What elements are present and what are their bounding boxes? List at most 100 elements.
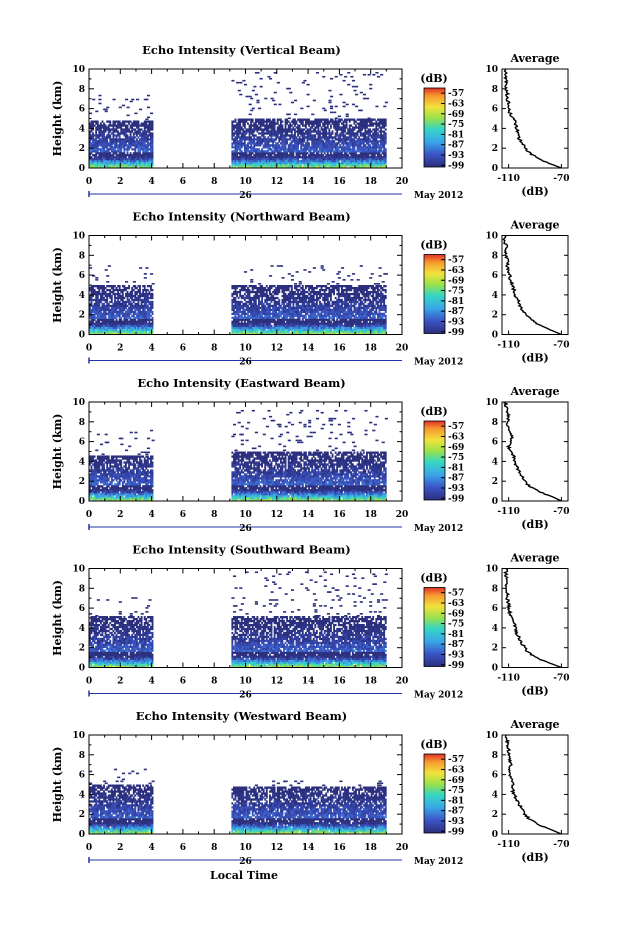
heatmap-cell [320,118,323,121]
heatmap-cell [90,158,93,161]
heatmap-cell [237,136,240,139]
heatmap-cell [112,304,115,308]
heatmap-cell [320,154,323,157]
heatmap-cell [134,290,137,294]
heatmap-cell [281,306,284,310]
heatmap-cell [140,144,143,147]
heatmap-cell [239,292,242,296]
heatmap-cell [317,142,320,145]
heatmap-cell [267,294,270,298]
heatmap-cell [359,126,362,129]
heatmap-cell [261,328,264,331]
heatmap-cell [272,152,274,155]
heatmap-cell [301,148,304,151]
heatmap-cell [243,150,246,153]
heatmap-cell [311,144,314,147]
heatmap-cell [262,136,265,139]
heatmap-cell [337,158,340,161]
heatmap-cell [287,87,291,90]
heatmap-cell [143,308,146,312]
heatmap-cell [361,122,364,125]
heatmap-cell [262,120,265,123]
heatmap-cell [353,152,356,155]
colorbar-unit: (dB) [420,72,447,85]
heatmap-cell [270,292,273,296]
heatmap-cell [145,310,148,314]
heatmap-cell [106,164,109,167]
heatmap-cell [245,158,248,161]
heatmap-cell [367,124,370,127]
heatmap-cell [90,308,93,312]
heatmap-cell [369,146,371,149]
heatmap-cell [267,136,270,139]
heatmap-cell [104,108,108,111]
heatmap-cell [356,150,359,153]
heatmap-cell [112,122,115,125]
heatmap-cell [236,122,238,125]
heatmap-cell [326,122,329,125]
heatmap-cell [330,95,334,98]
heatmap-cell [247,150,249,153]
heatmap-cell [300,162,303,165]
heatmap-cell [240,312,243,315]
heatmap-cell [231,150,234,153]
heatmap-cell [99,285,102,288]
heatmap-cell [312,142,315,145]
heatmap-cell [317,136,320,139]
heatmap-cell [118,288,121,292]
heatmap-cell [126,298,129,302]
heatmap-cell [251,326,254,329]
heatmap-cell [243,146,246,149]
heatmap-cell [118,286,121,290]
heatmap-cell [151,322,154,325]
heatmap-cell [96,316,99,319]
heatmap-cell [306,158,309,161]
heatmap-cell [248,324,251,327]
heatmap-cell [115,292,118,296]
heatmap-cell [376,144,379,147]
heatmap-cell [232,160,235,163]
heatmap-cell [334,162,337,165]
heatmap-cell [361,142,364,145]
heatmap-cell [284,156,287,159]
heatmap-cell [289,142,292,145]
heatmap-cell [99,152,102,155]
heatmap-cell [98,330,101,333]
heatmap-cell [135,314,138,317]
heatmap-cell [289,308,292,312]
heatmap-cell [240,316,243,319]
heatmap-cell [107,308,110,312]
heatmap-cell [381,166,384,169]
heatmap-cell [261,132,264,135]
heatmap-cell [253,144,256,147]
heatmap-cell [231,316,234,319]
heatmap-cell [248,294,251,298]
heatmap-cell [320,160,323,163]
heatmap-cell [106,304,109,308]
heatmap-cell [362,138,365,141]
heatmap-cell [123,122,126,125]
heatmap-cell [104,326,107,329]
heatmap-cell [95,312,98,315]
heatmap-cell [101,144,104,147]
heatmap-cell [361,132,364,135]
heatmap-cell [330,154,332,157]
heatmap-cell [281,294,284,298]
heatmap-cell [234,142,237,145]
heatmap-cell [275,300,278,304]
heatmap-cell [278,316,281,319]
heatmap-cell [372,122,375,125]
heatmap-cell [150,318,152,321]
heatmap-cell [101,320,104,323]
heatmap-cell [375,150,378,153]
heatmap-cell [276,300,279,304]
heatmap-cell [314,160,317,163]
heatmap-cell [295,148,298,151]
heatmap-cell [359,166,362,169]
heatmap-cell [275,322,278,325]
heatmap-cell [359,154,362,157]
heatmap-cell [295,156,298,159]
heatmap-cell [231,322,234,325]
heatmap-cell [308,134,310,137]
heatmap-cell [272,142,274,145]
